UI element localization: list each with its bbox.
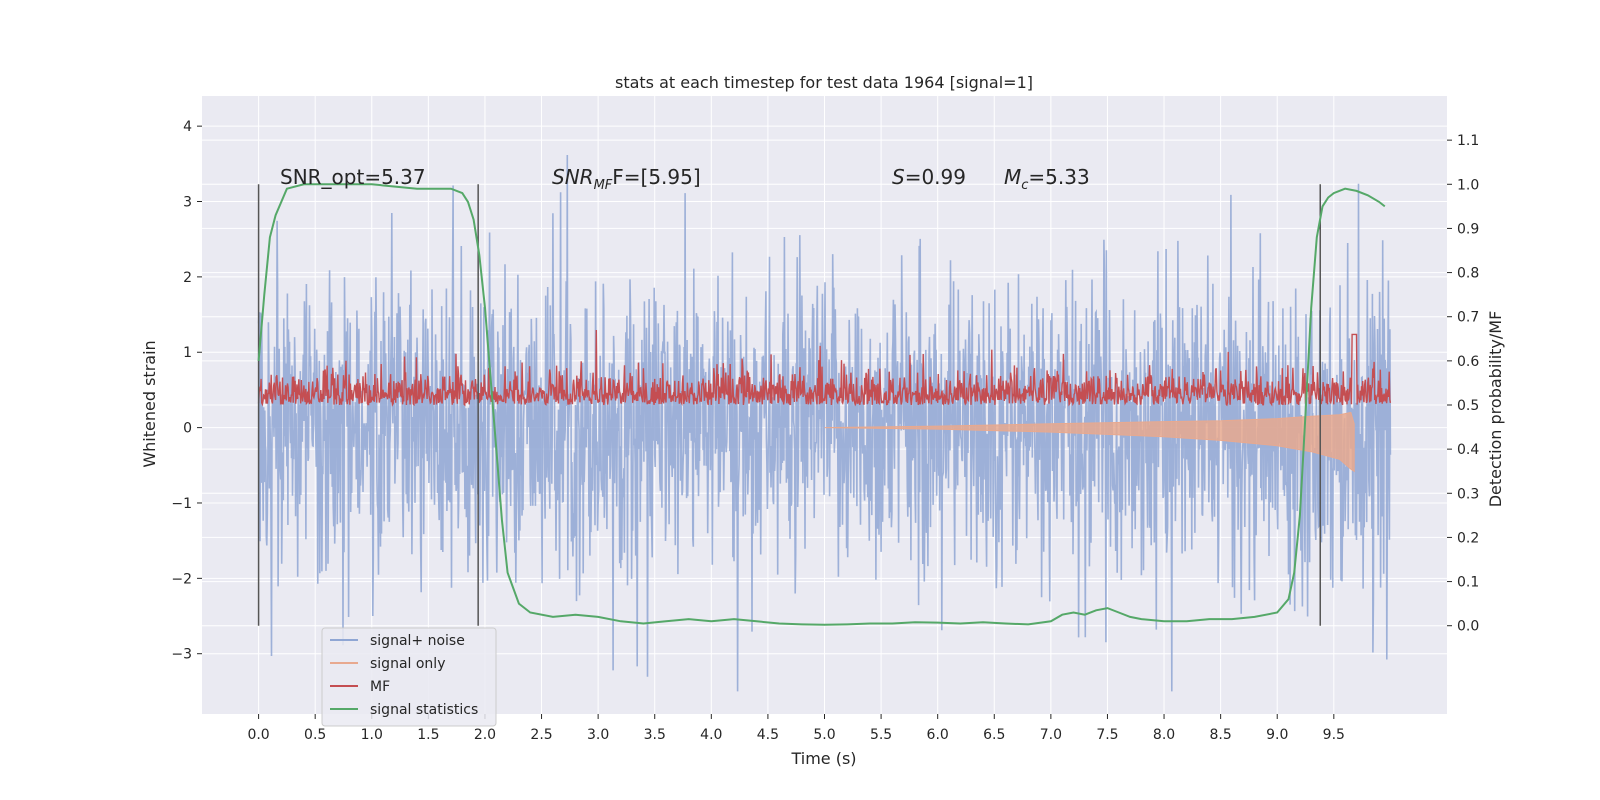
legend-box [321,627,497,727]
y-right-tick-label: 0.6 [1457,354,1479,370]
x-tick-label: 0.5 [304,727,326,743]
annotation-s: S=0.99 [892,165,966,189]
y-right-tick-label: 0.4 [1457,442,1479,458]
x-tick-label: 1.0 [361,727,383,743]
y-tick-label: 3 [183,195,192,211]
y-right-tick-label: 0.0 [1457,619,1479,635]
y-axis-label: Whitened strain [140,340,159,467]
y-tick-label: 2 [183,270,192,286]
legend-label-signal-noise: signal+ noise [370,633,465,649]
x-tick-label: 8.5 [1210,727,1232,743]
x-tick-label: 7.0 [1040,727,1062,743]
x-tick-label: 3.5 [644,727,666,743]
x-tick-label: 2.0 [474,727,496,743]
legend-label-mf: MF [370,679,390,695]
x-tick-label: 7.5 [1096,727,1118,743]
x-tick-labels: 0.0 0.5 1.0 1.5 2.0 2.5 3.0 3.5 4.0 4.5 5.0 5.5 6.0 6… [247,714,1345,743]
x-tick-label: 6.0 [927,727,949,743]
x-tick-label: 0.0 [247,727,269,743]
x-tick-label: 3.0 [587,727,609,743]
signal-statistics-series [257,183,1386,626]
x-tick-label: 9.5 [1323,727,1345,743]
y-tick-label: 1 [183,345,192,361]
y-right-tick-label: 0.3 [1457,486,1479,502]
y-tick-label: −2 [171,571,192,587]
y-right-tick-label: 0.5 [1457,398,1479,414]
legend: signal+ noise signal only MF signal stat… [321,627,497,727]
vertical-markers [257,184,1321,626]
x-tick-label: 8.0 [1153,727,1175,743]
x-tick-label: 4.5 [757,727,779,743]
mf-line [257,329,1392,407]
signal-statistics-line [257,183,1386,626]
y-right-tick-label: 0.8 [1457,266,1479,282]
x-axis-label: Time (s) [790,749,856,768]
y-tick-label: −1 [171,496,192,512]
signal-only-series [824,411,1355,473]
y-right-tick-label: 1.1 [1457,133,1479,149]
y-right-tick-label: 0.7 [1457,310,1479,326]
legend-label-signal-statistics: signal statistics [370,702,478,718]
x-tick-label: 2.5 [530,727,552,743]
y-tick-label: 0 [183,421,192,437]
chart-title: stats at each timestep for test data 196… [615,73,1033,92]
x-tick-label: 5.0 [813,727,835,743]
x-tick-label: 5.5 [870,727,892,743]
x-tick-label: 9.0 [1266,727,1288,743]
y-tick-labels: 4 3 2 1 0 −1 −2 −3 [171,119,202,663]
annotation-snr-mf: SNRMFF=[5.95] [552,165,701,193]
y-tick-label: −3 [171,647,192,663]
y-right-tick-label: 1.0 [1457,177,1479,193]
y-right-tick-labels: 1.1 1.0 0.9 0.8 0.7 0.6 0.5 0.4 0.3 0.2 0.1 0.0 [1447,133,1479,635]
y-right-axis-label: Detection probability/MF [1486,311,1505,508]
signal-only-area [824,411,1355,473]
x-tick-label: 1.5 [417,727,439,743]
y-right-tick-label: 0.2 [1457,530,1479,546]
legend-label-signal-only: signal only [370,656,445,672]
y-tick-label: 4 [183,119,192,135]
annotation-snr-opt: SNR_opt=5.37 [280,165,426,189]
y-right-tick-label: 0.9 [1457,221,1479,237]
mf-series [257,329,1392,407]
x-tick-label: 4.0 [700,727,722,743]
annotation-mc: Mc=5.33 [1004,165,1090,193]
y-right-tick-label: 0.1 [1457,575,1479,591]
x-tick-label: 6.5 [983,727,1005,743]
